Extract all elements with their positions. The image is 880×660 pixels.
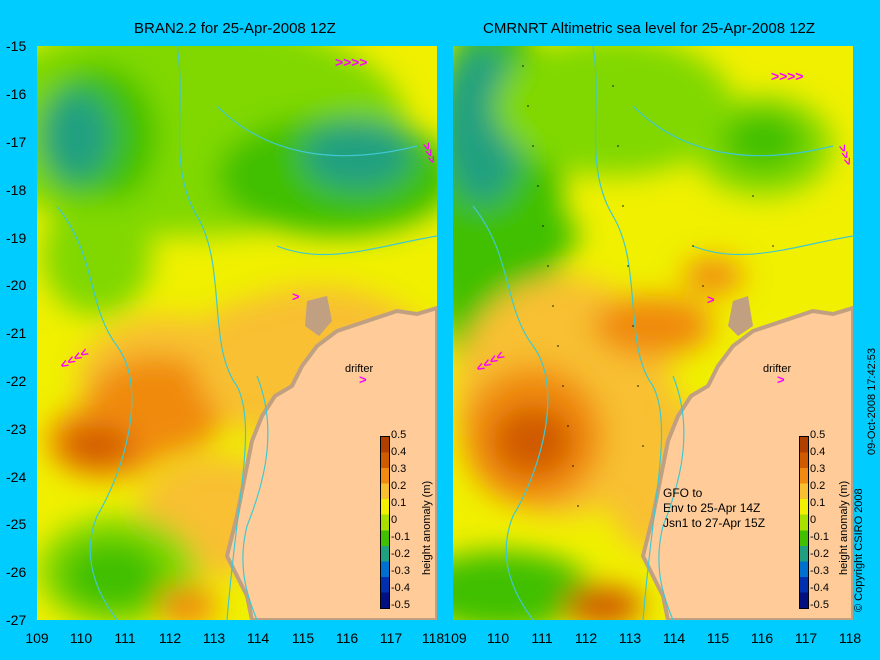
drifter-track-marker: > > > >: [771, 68, 803, 84]
drifter-legend-marker: >: [777, 372, 785, 387]
colorbar-tick-label: -0.4: [391, 582, 410, 594]
x-tick-label: 115: [706, 630, 730, 646]
colorbar-tick-label: 0: [391, 514, 398, 526]
x-tick-label: 116: [750, 630, 774, 646]
colorbar-tick-label: -0.3: [810, 565, 829, 577]
colorbar-left: [380, 436, 390, 609]
x-tick-label: 110: [69, 630, 93, 646]
x-tick-label: 117: [379, 630, 403, 646]
colorbar-tick-label: 0.2: [391, 480, 407, 492]
x-tick-label: 113: [618, 630, 642, 646]
colorbar-tick-label: 0.1: [391, 497, 407, 509]
colorbar-tick-label: 0: [810, 514, 817, 526]
colorbar-tick-label: 0.1: [810, 497, 826, 509]
timestamp-text: 09-Oct-2008 17:42:53: [866, 347, 878, 455]
colorbar-right: [799, 436, 809, 609]
x-tick-label: 118: [838, 630, 862, 646]
colorbar-tick-label: -0.3: [391, 565, 410, 577]
y-tick-label: -21: [6, 325, 27, 341]
panel-left-title: BRAN2.2 for 25-Apr-2008 12Z: [134, 20, 336, 37]
colorbar-tick-label: -0.2: [391, 548, 410, 560]
x-tick-label: 112: [574, 630, 598, 646]
y-tick-label: -20: [6, 277, 27, 293]
colorbar-tick-label: 0.4: [810, 446, 826, 458]
copyright-text: © Copyright CSIRO 2008: [853, 488, 865, 612]
y-tick-label: -17: [6, 134, 27, 150]
sea-level-field-left: [37, 46, 437, 620]
sea-level-field-right: [453, 46, 853, 620]
y-tick-label: -24: [6, 469, 27, 485]
drifter-legend-label: drifter: [763, 363, 792, 375]
drifter-marker: >: [292, 289, 300, 304]
colorbar-tick-label: 0.2: [810, 480, 826, 492]
colorbar-tick-label: 0.4: [391, 446, 407, 458]
colorbar-tick-label: -0.2: [810, 548, 829, 560]
colorbar-tick-label: -0.5: [810, 599, 829, 611]
x-tick-label: 116: [335, 630, 359, 646]
colorbar-tick-label: 0.5: [810, 429, 826, 441]
x-tick-label: 111: [531, 630, 553, 646]
x-tick-label: 109: [25, 630, 49, 646]
y-tick-label: -18: [6, 182, 27, 198]
colorbar-tick-label: -0.1: [391, 531, 410, 543]
y-tick-label: -23: [6, 421, 27, 437]
x-tick-label: 115: [291, 630, 315, 646]
y-tick-label: -15: [6, 38, 27, 54]
y-tick-label: -25: [6, 516, 27, 532]
x-tick-label: 113: [202, 630, 226, 646]
colorbar-tick-label: 0.5: [391, 429, 407, 441]
map-panel-cmrnrt: > > > > <<<< > >>> drifter > GFO to Env …: [453, 46, 853, 620]
y-tick-label: -16: [6, 86, 27, 102]
satellite-note-line: Jsn1 to 27-Apr 15Z: [663, 516, 766, 530]
panel-right-title: CMRNRT Altimetric sea level for 25-Apr-2…: [483, 20, 816, 37]
satellite-note-line: GFO to: [663, 486, 703, 500]
colorbar-tick-label: -0.4: [810, 582, 829, 594]
drifter-marker: >: [707, 292, 715, 307]
colorbar-left-title: height anomaly (m): [421, 480, 433, 575]
x-tick-label: 114: [662, 630, 686, 646]
y-tick-label: -19: [6, 230, 27, 246]
satellite-note-line: Env to 25-Apr 14Z: [663, 501, 761, 515]
x-tick-label: 111: [114, 630, 136, 646]
colorbar-tick-label: -0.1: [810, 531, 829, 543]
x-tick-label: 109: [443, 630, 467, 646]
colorbar-tick-label: -0.5: [391, 599, 410, 611]
colorbar-tick-label: 0.3: [391, 463, 407, 475]
map-panel-bran: > > > > <<<< > >>> drifter >: [37, 46, 437, 620]
y-tick-label: -26: [6, 564, 27, 580]
drifter-legend-marker: >: [359, 372, 367, 387]
drifter-track-marker: > > > >: [335, 54, 367, 70]
x-tick-label: 112: [158, 630, 182, 646]
colorbar-right-title: height anomaly (m): [838, 480, 850, 575]
drifter-legend-label: drifter: [345, 363, 374, 375]
satellite-note: GFO to Env to 25-Apr 14Z Jsn1 to 27-Apr …: [663, 486, 765, 531]
colorbar-tick-label: 0.3: [810, 463, 826, 475]
x-tick-label: 114: [246, 630, 270, 646]
y-tick-label: -27: [6, 612, 27, 628]
x-tick-label: 117: [794, 630, 818, 646]
y-tick-label: -22: [6, 373, 27, 389]
x-tick-label: 110: [486, 630, 510, 646]
x-tick-label: 118: [421, 630, 445, 646]
